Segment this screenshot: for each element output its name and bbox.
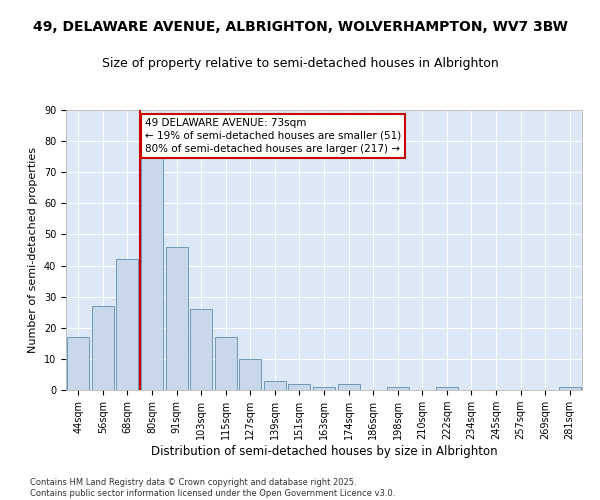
Y-axis label: Number of semi-detached properties: Number of semi-detached properties [28,147,38,353]
Bar [239,359,262,390]
Bar [386,387,409,390]
Bar [289,384,310,390]
Bar [141,154,163,390]
Text: 49 DELAWARE AVENUE: 73sqm
← 19% of semi-detached houses are smaller (51)
80% of : 49 DELAWARE AVENUE: 73sqm ← 19% of semi-… [145,118,401,154]
Bar [559,387,581,390]
Bar [190,309,212,390]
Bar [116,260,139,390]
Text: Size of property relative to semi-detached houses in Albrighton: Size of property relative to semi-detach… [101,58,499,70]
Bar [92,306,114,390]
Bar [338,384,359,390]
X-axis label: Distribution of semi-detached houses by size in Albrighton: Distribution of semi-detached houses by … [151,445,497,458]
Text: Contains HM Land Registry data © Crown copyright and database right 2025.
Contai: Contains HM Land Registry data © Crown c… [30,478,395,498]
Bar [67,337,89,390]
Bar [436,387,458,390]
Bar [166,247,188,390]
Text: 49, DELAWARE AVENUE, ALBRIGHTON, WOLVERHAMPTON, WV7 3BW: 49, DELAWARE AVENUE, ALBRIGHTON, WOLVERH… [32,20,568,34]
Bar [215,337,237,390]
Bar [264,380,286,390]
Bar [313,387,335,390]
